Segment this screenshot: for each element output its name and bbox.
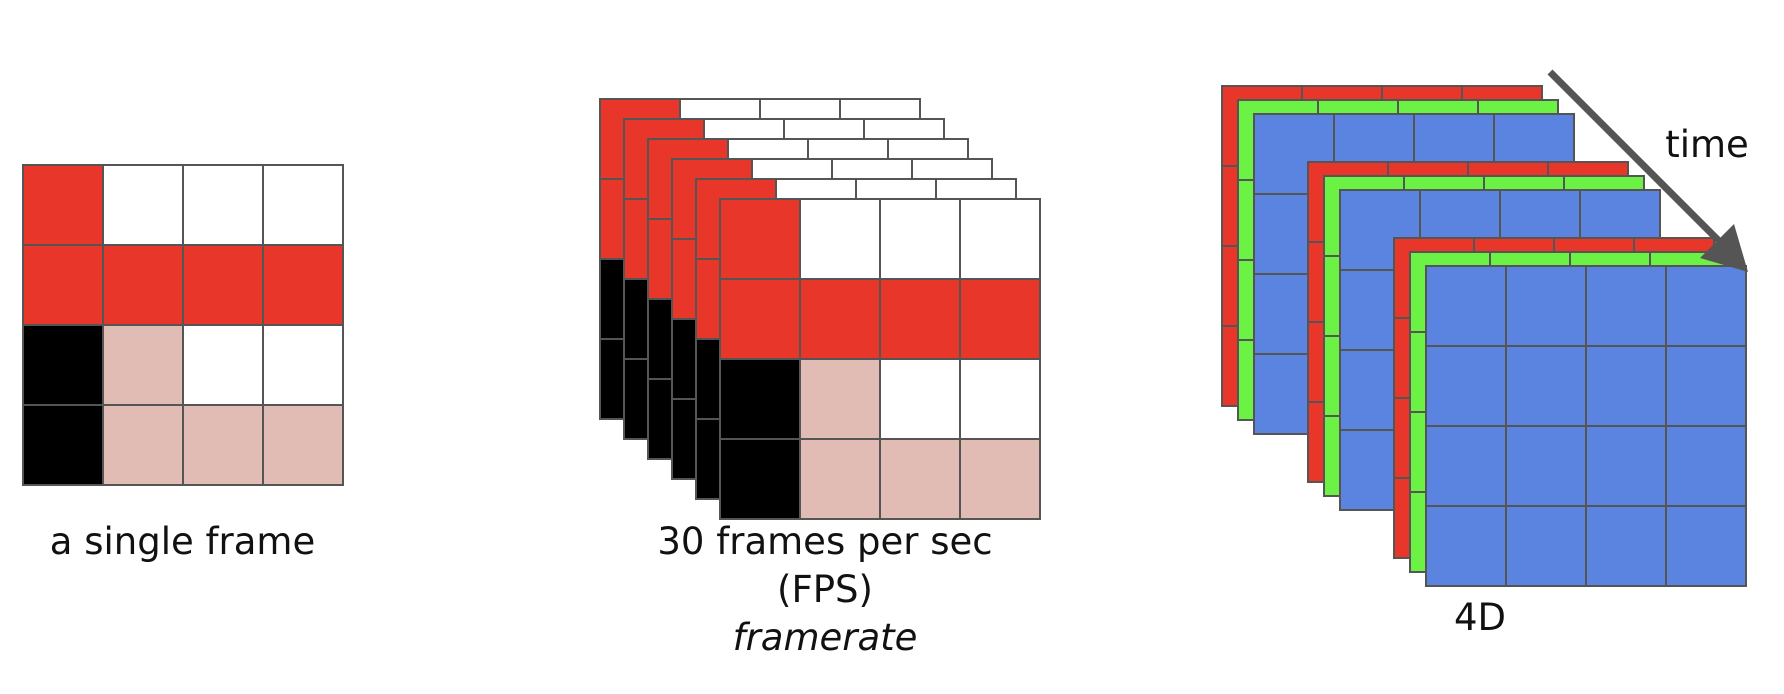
pixel-cell — [799, 198, 881, 280]
single-frame-caption: a single frame — [49, 520, 316, 563]
pixel-cell — [1665, 265, 1747, 347]
pixel-cell — [1665, 505, 1747, 587]
four-d-label: 4D — [1453, 596, 1507, 639]
time-label: time — [1665, 123, 1749, 166]
pixel-cell — [799, 358, 881, 440]
pixel-cell — [959, 278, 1041, 360]
pixel-cell — [879, 198, 961, 280]
pixel-cell — [102, 324, 184, 406]
pixel-cell — [262, 164, 344, 246]
fps-caption-line2: (FPS) — [777, 568, 873, 611]
pixel-cell — [1585, 505, 1667, 587]
pixel-cell — [719, 358, 801, 440]
pixel-cell — [182, 324, 264, 406]
pixel-cell — [719, 198, 801, 280]
pixel-cell — [182, 404, 264, 486]
pixel-cell — [719, 438, 801, 520]
pixel-cell — [102, 164, 184, 246]
pixel-cell — [1505, 345, 1587, 427]
pixel-cell — [879, 438, 961, 520]
pixel-cell — [1585, 265, 1667, 347]
pixel-cell — [262, 324, 344, 406]
pixel-cell — [1425, 425, 1507, 507]
pixel-cell — [959, 438, 1041, 520]
pixel-cell — [879, 358, 961, 440]
fps-caption-line3: framerate — [732, 616, 918, 659]
pixel-cell — [22, 244, 104, 326]
pixel-cell — [1425, 265, 1507, 347]
fps-caption-line1: 30 frames per sec — [657, 520, 993, 563]
rgb-time-stack — [1221, 85, 1747, 587]
pixel-cell — [22, 404, 104, 486]
pixel-cell — [22, 324, 104, 406]
pixel-cell — [1505, 425, 1587, 507]
frame-grid — [22, 164, 344, 486]
fps-frame-stack — [599, 98, 1041, 520]
pixel-cell — [1425, 345, 1507, 427]
pixel-cell — [1425, 505, 1507, 587]
pixel-cell — [1505, 265, 1587, 347]
channel-blue — [1425, 265, 1747, 587]
pixel-cell — [262, 244, 344, 326]
fps-frame — [719, 198, 1041, 520]
pixel-cell — [102, 404, 184, 486]
pixel-cell — [182, 244, 264, 326]
pixel-cell — [182, 164, 264, 246]
pixel-cell — [262, 404, 344, 486]
pixel-cell — [1505, 505, 1587, 587]
time-arrow-icon — [1547, 69, 1748, 272]
pixel-cell — [1585, 345, 1667, 427]
pixel-cell — [719, 278, 801, 360]
pixel-cell — [1665, 425, 1747, 507]
pixel-cell — [1585, 425, 1667, 507]
pixel-cell — [959, 358, 1041, 440]
pixel-cell — [959, 198, 1041, 280]
pixel-cell — [799, 278, 881, 360]
pixel-cell — [102, 244, 184, 326]
single-frame-grid — [22, 164, 344, 486]
pixel-cell — [22, 164, 104, 246]
pixel-cell — [1665, 345, 1747, 427]
pixel-cell — [799, 438, 881, 520]
pixel-cell — [879, 278, 961, 360]
